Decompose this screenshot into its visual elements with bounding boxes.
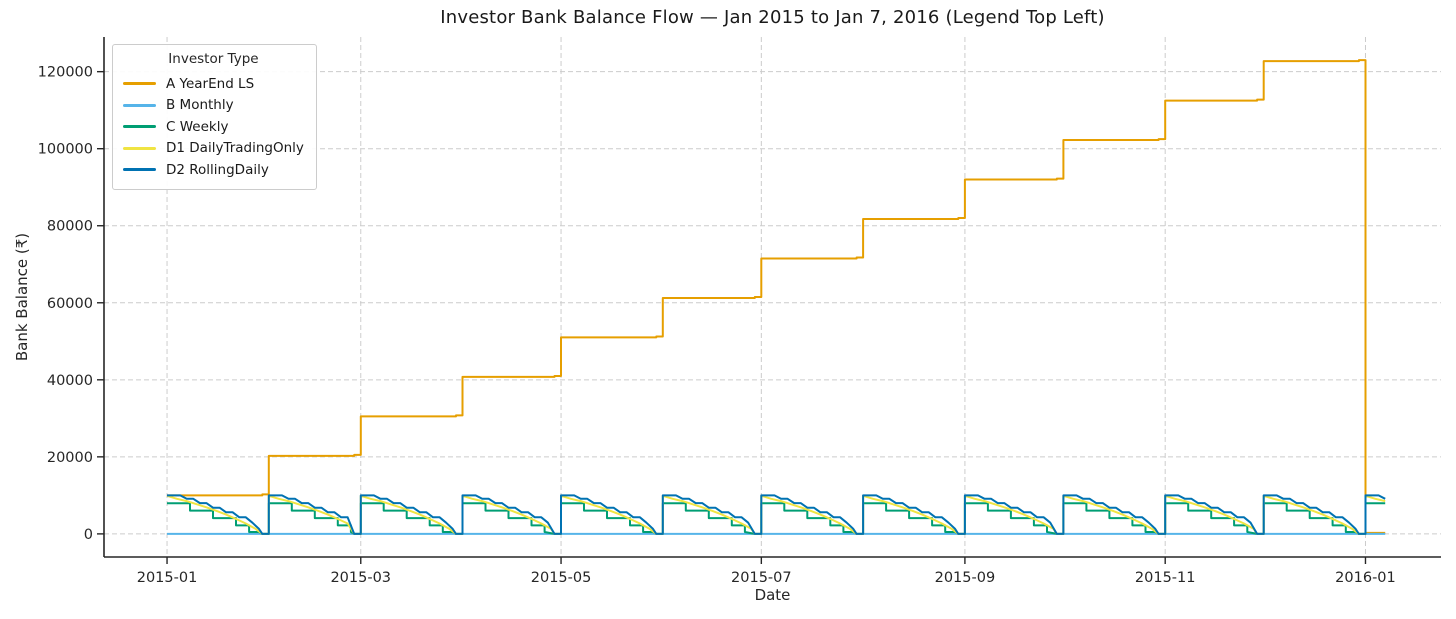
- legend: Investor Type A YearEnd LS B Monthly C W…: [112, 44, 317, 190]
- legend-swatch-d2-rollingdaily-icon: [123, 168, 156, 172]
- legend-swatch-b-monthly-icon: [123, 103, 156, 107]
- x-axis-label: Date: [754, 586, 791, 604]
- legend-label: D2 RollingDaily: [166, 161, 269, 178]
- y-tick-label-0: 0: [84, 527, 93, 543]
- legend-item-a-yearend-ls: A YearEnd LS: [123, 73, 304, 95]
- y-axis-label: Bank Balance (₹): [13, 232, 31, 362]
- legend-item-d2-rollingdaily: D2 RollingDaily: [123, 159, 304, 181]
- x-tick-label-2016-01: 2016-01: [1335, 570, 1396, 586]
- y-tick-label-40000: 40000: [47, 373, 93, 389]
- legend-swatch-a-yearend-ls-icon: [123, 82, 156, 86]
- y-tick-label-100000: 100000: [38, 142, 93, 158]
- legend-title: Investor Type: [168, 51, 259, 67]
- legend-label: C Weekly: [166, 118, 229, 135]
- legend-swatch-d1-dailytradingonly-icon: [123, 146, 156, 150]
- y-tick-label-120000: 120000: [38, 65, 93, 81]
- y-tick-label-20000: 20000: [47, 450, 93, 466]
- series-line-d2-rollingdaily: [167, 494, 1386, 535]
- x-tick-label-2015-07: 2015-07: [731, 570, 792, 586]
- x-tick-label-2015-01: 2015-01: [137, 570, 198, 586]
- legend-label: D1 DailyTradingOnly: [166, 140, 304, 157]
- legend-label: B Monthly: [166, 97, 234, 114]
- y-tick-label-80000: 80000: [47, 219, 93, 235]
- series-line-a-yearend-ls: [167, 59, 1386, 534]
- series-line-c-weekly: [167, 502, 1386, 535]
- legend-item-b-monthly: B Monthly: [123, 95, 304, 117]
- legend-swatch-c-weekly-icon: [123, 125, 156, 129]
- legend-item-d1-dailytradingonly: D1 DailyTradingOnly: [123, 138, 304, 160]
- series-line-d1-dailytradingonly: [166, 494, 1386, 535]
- y-tick-label-60000: 60000: [47, 296, 93, 312]
- x-tick-label-2015-05: 2015-05: [531, 570, 592, 586]
- x-tick-label-2015-03: 2015-03: [330, 570, 391, 586]
- chart-title: Investor Bank Balance Flow — Jan 2015 to…: [440, 7, 1105, 28]
- legend-label: A YearEnd LS: [166, 75, 255, 92]
- x-tick-label-2015-11: 2015-11: [1135, 570, 1196, 586]
- legend-item-c-weekly: C Weekly: [123, 116, 304, 138]
- x-tick-label-2015-09: 2015-09: [935, 570, 996, 586]
